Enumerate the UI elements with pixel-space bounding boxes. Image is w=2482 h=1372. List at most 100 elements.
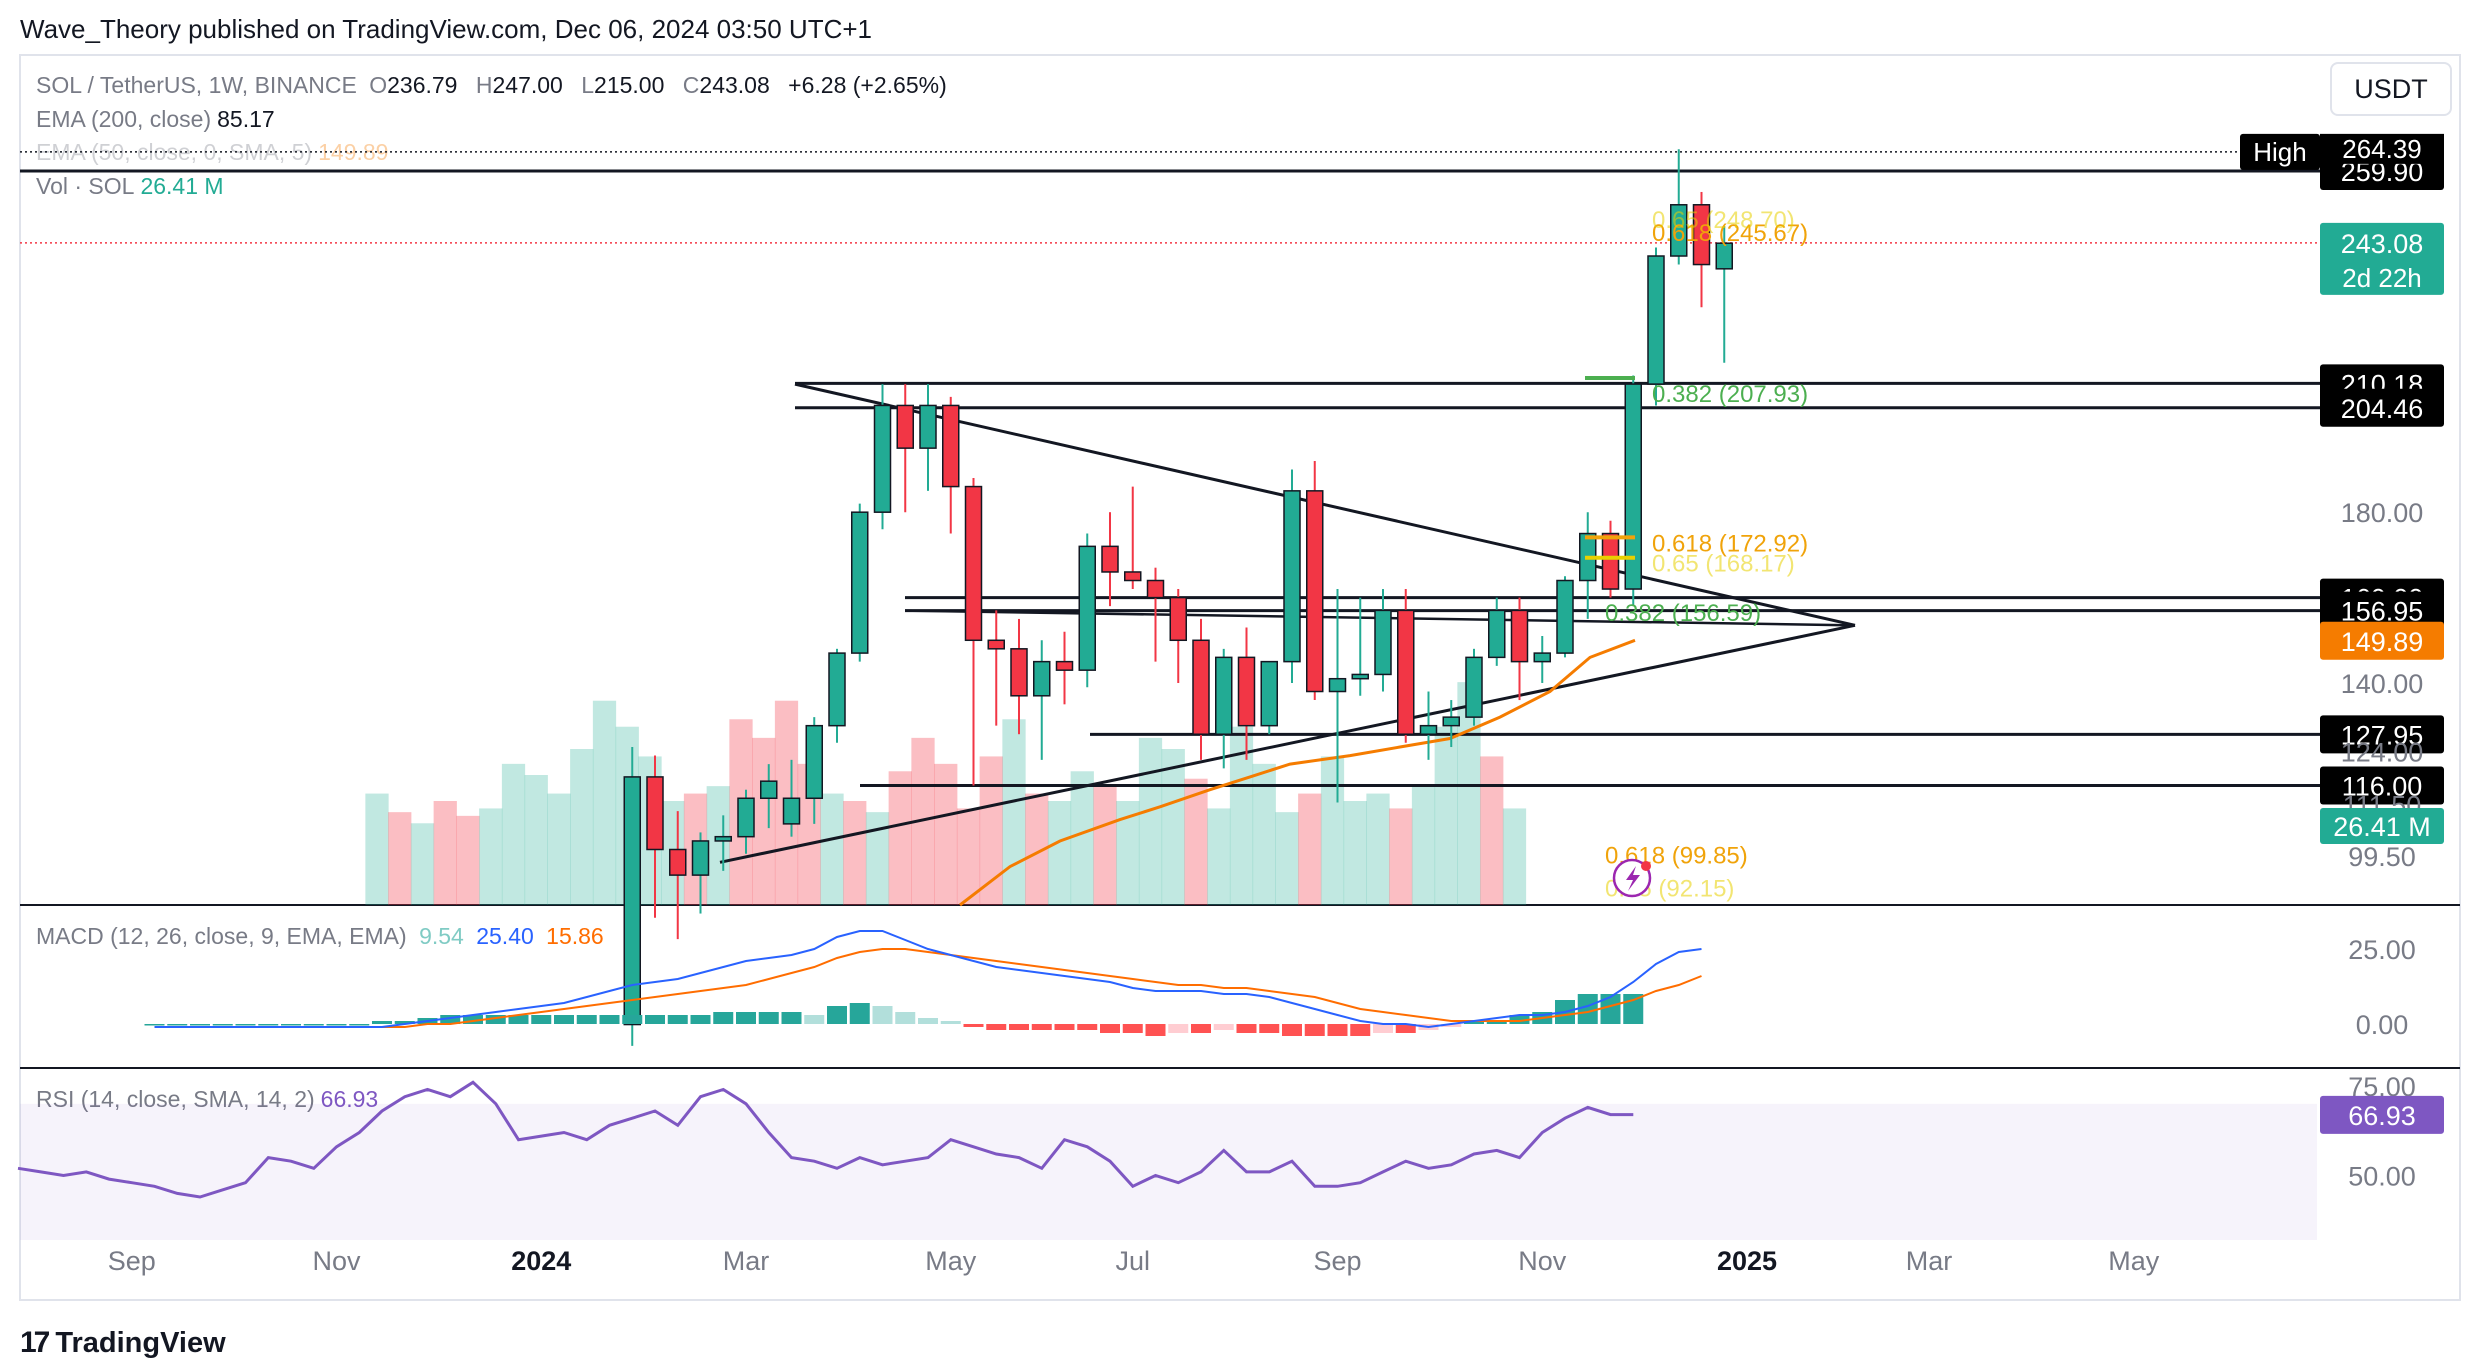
candle: [623, 747, 641, 1046]
macd-histogram-bar: [781, 1012, 802, 1024]
candle-body: [1101, 545, 1119, 573]
macd-histogram-bar: [1213, 1024, 1234, 1030]
price-level-badge: [2320, 766, 2444, 805]
candle-body: [1556, 579, 1574, 654]
candle: [1465, 648, 1483, 726]
high-badge-label: High: [2253, 137, 2306, 167]
rsi-line: [17, 1080, 1634, 1199]
fib-level-label: 0.65 (248.70): [1652, 207, 1795, 234]
price-level-badge: [2320, 388, 2444, 427]
ohlc-open: O236.79: [369, 72, 458, 98]
candle-body: [1192, 639, 1210, 735]
volume-legend[interactable]: Vol · SOL 26.41 M: [36, 173, 224, 199]
candle: [1237, 627, 1256, 760]
price-axis-tick: 124.00: [2341, 737, 2424, 767]
time-axis-tick: Sep: [1313, 1246, 1361, 1276]
macd-histogram-bar: [1145, 1024, 1166, 1036]
rsi-legend[interactable]: RSI (14, close, SMA, 14, 2) 66.93: [36, 1086, 379, 1112]
volume-bar: [1480, 756, 1504, 905]
volume-bar: [1320, 756, 1345, 905]
macd-histogram-bar: [1077, 1024, 1098, 1030]
macd-histogram-bar: [1623, 994, 1644, 1024]
candle-body: [919, 404, 937, 449]
candle-body: [1374, 609, 1392, 676]
price-level-badge: [2320, 591, 2444, 630]
macd-histogram-bar: [258, 1024, 279, 1026]
macd-histogram-bar: [690, 1015, 711, 1024]
macd-legend[interactable]: MACD (12, 26, close, 9, EMA, EMA) 9.54 2…: [36, 923, 604, 949]
candle: [669, 811, 687, 940]
time-axis-tick: Jul: [1115, 1246, 1150, 1276]
volume-bar: [979, 756, 1003, 905]
ohlc-close: C243.08: [682, 72, 770, 98]
volume-bar: [433, 801, 457, 905]
volume-bar: [1002, 719, 1026, 905]
candle-body: [1465, 656, 1483, 718]
candle: [646, 755, 664, 918]
volume-bar: [1343, 801, 1367, 905]
macd-histogram-bar: [1577, 994, 1598, 1024]
macd-histogram-bar: [1168, 1024, 1189, 1033]
volume-bar: [865, 812, 890, 905]
candle-body: [1601, 532, 1620, 590]
candle: [828, 648, 846, 743]
macd-histogram-bar: [1009, 1024, 1029, 1030]
macd-histogram-bar: [303, 1024, 324, 1026]
fib-level-label: 0.382 (207.93): [1652, 381, 1808, 408]
candle-body: [851, 511, 869, 654]
macd-histogram-bar: [713, 1012, 734, 1024]
macd-histogram-bar: [1600, 994, 1621, 1024]
volume-bar: [1070, 771, 1094, 905]
candle: [1033, 640, 1051, 760]
volume-bar: [410, 823, 435, 905]
price-level-label: 116.00: [2342, 771, 2423, 801]
macd-histogram-bar: [667, 1015, 688, 1024]
macd-histogram-bar: [827, 1006, 847, 1024]
macd-histogram-bar: [144, 1024, 165, 1026]
macd-histogram-bar: [1486, 1021, 1507, 1024]
candle: [1692, 191, 1711, 308]
volume-bar: [547, 793, 571, 905]
candle: [1215, 648, 1233, 769]
volume-bar: [479, 808, 503, 905]
macd-histogram-bar: [758, 1012, 779, 1024]
volume-bar: [1138, 737, 1163, 905]
macd-histogram-bar: [736, 1012, 756, 1024]
candle-body: [1033, 660, 1051, 697]
macd-histogram-bar: [1350, 1024, 1371, 1036]
macd-histogram-bar: [554, 1015, 574, 1024]
fib-level-label: 0.618 (172.92): [1652, 530, 1808, 557]
candle: [691, 832, 710, 914]
price-level-label: 149.89: [2341, 627, 2424, 657]
candle: [873, 384, 892, 530]
candle-body: [714, 835, 732, 842]
time-axis-tick: May: [925, 1246, 977, 1276]
volume-bar: [1389, 808, 1413, 905]
ohlc-high: H247.00: [475, 72, 563, 98]
macd-histogram-bar: [576, 1015, 597, 1024]
candle-body: [828, 652, 846, 727]
tradingview-logo[interactable]: 17 TradingView: [20, 1326, 226, 1359]
volume-bar: [888, 771, 912, 905]
price-level-label: 156.95: [2341, 597, 2424, 627]
fib-level-label: 0.65 (168.17): [1652, 551, 1795, 578]
price-axis-tick: 180.00: [2341, 498, 2424, 528]
triangle-upper-line: [794, 382, 1856, 627]
candle-body: [1397, 609, 1415, 735]
macd-histogram-bar: [212, 1024, 233, 1026]
macd-histogram-bar: [918, 1018, 938, 1024]
candle-body: [1715, 242, 1733, 270]
currency-button[interactable]: USDT: [2330, 62, 2452, 116]
candle-body: [760, 780, 778, 800]
lightning-icon: [1612, 858, 1652, 898]
macd-axis-tick: 0.00: [2356, 1010, 2409, 1040]
ema200-legend[interactable]: EMA (200, close) 85.17: [36, 106, 275, 132]
symbol-label[interactable]: SOL / TetherUS, 1W, BINANCE: [36, 72, 357, 98]
macd-histogram-bar: [872, 1006, 893, 1024]
candle: [737, 789, 755, 854]
macd-histogram-bar: [281, 1024, 301, 1026]
candle: [1579, 512, 1597, 619]
volume-bar: [570, 749, 594, 905]
candle: [760, 764, 778, 829]
